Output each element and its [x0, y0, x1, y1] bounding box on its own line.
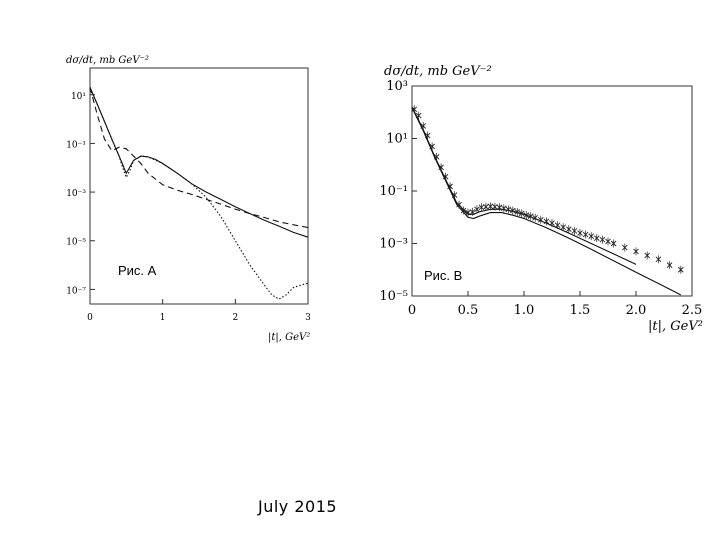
chart-b-data-point	[483, 202, 489, 211]
chart-a-ylabel: dσ/dt, mb GeV⁻²	[66, 55, 149, 66]
chart-b-plot-area: 0 0.5 1.0 1.5 2.0 2.5 10³ 10¹ 10⁻¹ 10⁻³ 10⁻⁵	[379, 79, 702, 318]
chart-b-data-point	[571, 226, 578, 235]
chart-b-data-point	[451, 191, 458, 200]
chart-b-data-point	[514, 207, 521, 216]
chart-b-data-point	[501, 204, 507, 213]
chart-b-data-point	[509, 206, 516, 215]
chart-b-x-tick-label: 2.0	[626, 303, 647, 318]
footer-date: July 2015	[258, 497, 338, 516]
chart-b-y-tick-label: 10⁻⁵	[379, 289, 408, 304]
chart-b-data-point	[420, 121, 427, 130]
chart-b-data-point	[415, 111, 422, 120]
chart-b-x-tick-label: 1.0	[514, 303, 535, 318]
chart-b-data-point	[633, 247, 639, 256]
chart-a-panel-label: Рис. A	[118, 263, 157, 278]
chart-b-data-point	[655, 255, 662, 264]
chart-a-x-tick-label: 0	[87, 313, 93, 323]
chart-a-series-line	[89, 87, 309, 238]
chart-b-data-point	[554, 221, 561, 230]
chart-a-y-tick-label: 10⁻¹	[66, 140, 86, 150]
chart-a-y-tick-label: 10⁻⁵	[66, 238, 86, 248]
chart-b-data-point	[496, 203, 503, 212]
chart-b-y-tick-label: 10³	[386, 79, 408, 94]
chart-b-data-point	[487, 202, 494, 211]
chart-b-y-tick-label: 10⁻³	[379, 237, 408, 252]
chart-b-series-line	[411, 107, 682, 296]
chart-b-data-point	[605, 237, 611, 246]
chart-b-data-point	[677, 265, 684, 274]
chart-a-y-tick-label: 10¹	[71, 92, 86, 102]
chart-b-data-point	[442, 172, 449, 181]
chart-b-data-point	[565, 225, 572, 234]
chart-b-x-tick-label: 1.5	[570, 303, 591, 318]
chart-a-series-line	[89, 87, 309, 229]
chart-b-data-point	[523, 211, 530, 220]
chart-b-data-point	[424, 131, 431, 140]
chart-a-frame	[89, 67, 309, 305]
chart-b-data-point	[610, 239, 617, 248]
chart-b-data-point	[492, 202, 498, 211]
chart-b-x-tick-label: 2.5	[682, 303, 703, 318]
chart-b-data-point	[588, 232, 595, 241]
chart-b-data-point	[543, 217, 550, 226]
chart-b-data-point	[474, 205, 480, 214]
chart-a-y-tick-label: 10⁻⁷	[66, 286, 86, 296]
chart-b-xlabel: |t|, GeV²	[648, 319, 703, 334]
chart-b-data-point	[532, 213, 539, 222]
chart-b-data-point	[599, 235, 606, 244]
chart-b-y-tick-label: 10⁻¹	[379, 184, 408, 199]
chart-b-data-point	[469, 207, 476, 216]
chart-b-data-point	[411, 105, 418, 114]
chart-a-plot-area: 0 1 2 3 10¹ 10⁻¹ 10⁻³ 10⁻⁵ 10⁻⁷	[66, 67, 311, 323]
chart-a-y-tick-label: 10⁻³	[66, 189, 86, 199]
chart-b-data-point	[549, 219, 555, 228]
chart-a-x-tick-label: 3	[305, 313, 311, 323]
chart-a-x-tick-label: 2	[232, 313, 238, 323]
chart-b-data-point	[478, 203, 485, 212]
chart-b-data-point	[438, 163, 444, 172]
chart-b-x-tick-label: 0	[408, 303, 416, 318]
chart-b-data-point	[560, 223, 567, 232]
chart-b-data-point	[460, 206, 467, 215]
chart-b-data-point	[465, 208, 471, 217]
chart-b-data-point	[582, 230, 589, 239]
chart-b-x-tick-label: 0.5	[458, 303, 479, 318]
chart-b-frame	[411, 85, 693, 297]
chart-b-y-tick-label: 10¹	[386, 132, 408, 147]
chart-b-data-point	[456, 200, 462, 209]
chart-b-data-point	[537, 215, 544, 224]
chart-b-data-point	[666, 261, 673, 270]
chart-b-data-point	[429, 142, 435, 151]
chart-b-data-point	[447, 182, 453, 191]
chart-a-series-line	[89, 87, 309, 300]
chart-a-x-tick-label: 1	[160, 313, 166, 323]
chart-b-panel-label: Рис. B	[424, 268, 462, 283]
chart-b-data-point	[577, 229, 583, 238]
chart-b-data-point	[527, 212, 534, 221]
chart-b-data-point	[518, 209, 525, 218]
chart-b-data-point	[593, 234, 600, 243]
chart-b-data-point	[621, 243, 628, 252]
chart-b-data-point	[433, 152, 440, 161]
chart-b-ylabel: dσ/dt, mb GeV⁻²	[384, 64, 492, 79]
chart-b-data-point	[505, 205, 512, 214]
chart-b-data-point	[644, 251, 651, 260]
chart-a-xlabel: |t|, GeV²	[268, 332, 310, 343]
